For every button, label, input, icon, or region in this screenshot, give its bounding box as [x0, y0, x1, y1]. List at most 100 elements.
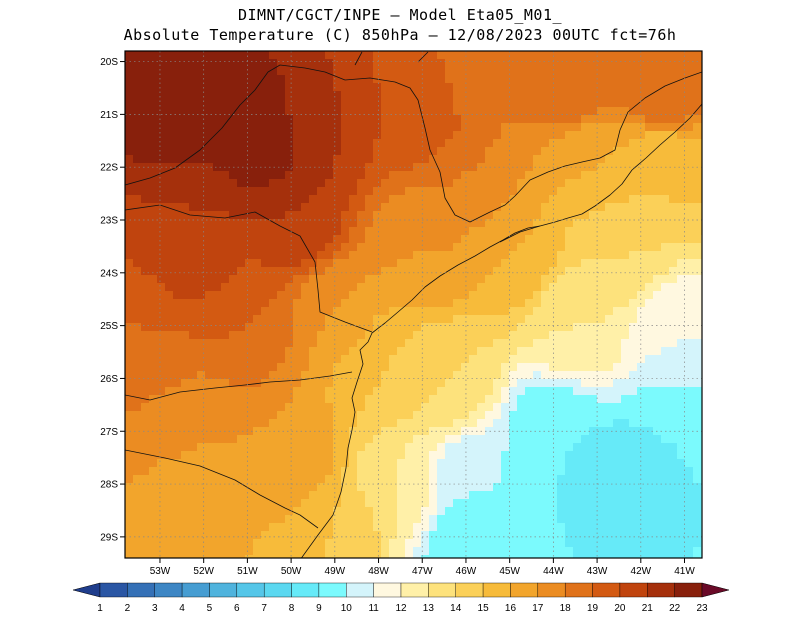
field-cell [453, 155, 462, 164]
field-cell [365, 107, 374, 116]
field-cell [365, 339, 374, 348]
field-cell [237, 259, 246, 268]
field-cell [357, 379, 366, 388]
field-cell [645, 459, 654, 468]
field-cell [485, 211, 494, 220]
field-cell [397, 267, 406, 276]
field-cell [661, 131, 670, 140]
field-cell [293, 283, 302, 292]
field-cell [365, 51, 374, 60]
field-cell [309, 115, 318, 124]
field-cell [581, 243, 590, 252]
field-cell [245, 491, 254, 500]
field-cell [685, 363, 694, 372]
colorbar-label: 6 [234, 603, 240, 614]
field-cell [605, 59, 614, 68]
field-cell [141, 291, 150, 300]
field-cell [541, 251, 550, 260]
field-cell [349, 315, 358, 324]
field-cell [293, 467, 302, 476]
field-cell [181, 347, 190, 356]
field-cell [333, 411, 342, 420]
field-cell [277, 147, 286, 156]
field-cell [133, 275, 142, 284]
field-cell [269, 531, 278, 540]
field-cell [517, 499, 526, 508]
field-cell [141, 379, 150, 388]
field-cell [573, 515, 582, 524]
field-cell [637, 107, 646, 116]
field-cell [397, 67, 406, 76]
field-cell [197, 515, 206, 524]
field-cell [269, 107, 278, 116]
field-cell [621, 291, 630, 300]
field-cell [661, 243, 670, 252]
field-cell [141, 267, 150, 276]
field-cell [365, 83, 374, 92]
field-cell [509, 307, 518, 316]
field-cell [133, 99, 142, 108]
field-cell [501, 459, 510, 468]
field-cell [285, 235, 294, 244]
field-cell [245, 467, 254, 476]
field-cell [485, 51, 494, 60]
field-cell [613, 51, 622, 60]
field-cell [469, 467, 478, 476]
field-cell [525, 283, 534, 292]
field-cell [197, 467, 206, 476]
field-cell [221, 243, 230, 252]
field-cell [645, 235, 654, 244]
field-cell [285, 347, 294, 356]
field-cell [493, 443, 502, 452]
field-cell [133, 107, 142, 116]
field-cell [661, 467, 670, 476]
field-cell [573, 451, 582, 460]
field-cell [669, 219, 678, 228]
field-cell [477, 251, 486, 260]
field-cell [413, 147, 422, 156]
field-cell [501, 403, 510, 412]
field-cell [205, 91, 214, 100]
field-cell [557, 211, 566, 220]
field-cell [589, 475, 598, 484]
field-cell [501, 275, 510, 284]
field-cell [421, 307, 430, 316]
field-cell [213, 427, 222, 436]
field-cell [493, 75, 502, 84]
field-cell [157, 107, 166, 116]
field-cell [245, 475, 254, 484]
field-cell [613, 187, 622, 196]
field-cell [157, 323, 166, 332]
field-cell [645, 51, 654, 60]
field-cell [293, 403, 302, 412]
field-cell [429, 523, 438, 532]
field-cell [413, 419, 422, 428]
field-cell [285, 107, 294, 116]
field-cell [357, 507, 366, 516]
field-cell [237, 251, 246, 260]
field-cell [389, 531, 398, 540]
field-cell [421, 123, 430, 132]
field-cell [421, 339, 430, 348]
field-cell [621, 251, 630, 260]
field-cell [301, 347, 310, 356]
field-cell [189, 299, 198, 308]
field-cell [221, 267, 230, 276]
field-cell [373, 275, 382, 284]
field-cell [501, 139, 510, 148]
field-cell [629, 227, 638, 236]
field-cell [173, 251, 182, 260]
field-cell [541, 107, 550, 116]
field-cell [229, 387, 238, 396]
field-cell [301, 147, 310, 156]
field-cell [429, 59, 438, 68]
field-cell [501, 99, 510, 108]
field-cell [157, 491, 166, 500]
field-cell [349, 539, 358, 548]
field-cell [197, 507, 206, 516]
field-cell [437, 443, 446, 452]
field-cell [605, 363, 614, 372]
field-cell [389, 379, 398, 388]
field-cell [533, 331, 542, 340]
field-cell [341, 443, 350, 452]
